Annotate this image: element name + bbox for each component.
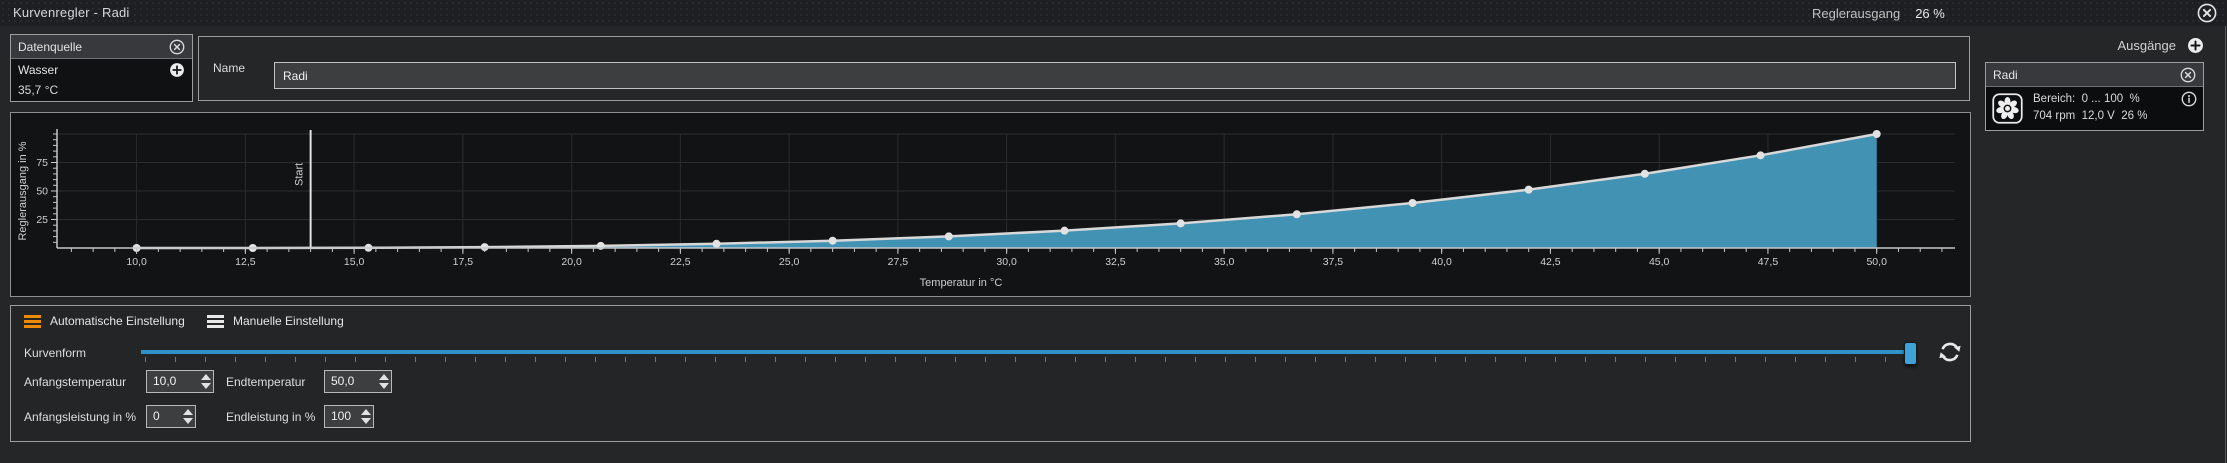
svg-text:42,5: 42,5 [1540,256,1561,268]
step-up-button[interactable] [182,409,193,415]
window-close-button[interactable] [2197,3,2217,23]
step-down-button[interactable] [200,383,211,389]
reset-curve-button[interactable] [1937,339,1963,365]
name-panel: Name [198,36,1970,101]
datasource-value: 35,7 °C [18,83,59,97]
datasource-remove-button[interactable] [169,39,185,55]
output-card: Radi [1985,62,2204,131]
start-power-label: Anfangsleistung in % [24,410,137,424]
svg-text:15,0: 15,0 [344,256,365,268]
end-temp-value: 50,0 [331,374,355,388]
name-input[interactable] [274,62,1956,89]
svg-text:50,0: 50,0 [1866,256,1887,268]
step-up-button[interactable] [200,374,211,380]
svg-text:Reglerausgang in %: Reglerausgang in % [17,141,29,240]
start-temp-value: 10,0 [153,374,177,388]
svg-text:10,0: 10,0 [126,256,147,268]
curve-chart-panel: Start 10,0 12,5 15,0 17,5 20,0 22,5 25,0 27,5 30,… [10,112,1971,297]
end-temp-stepper[interactable]: 50,0 [324,370,392,393]
svg-text:47,5: 47,5 [1758,256,1779,268]
name-label: Name [213,61,246,75]
svg-text:Temperatur in °C: Temperatur in °C [920,277,1003,289]
svg-text:17,5: 17,5 [453,256,474,268]
menu-bars-icon [24,314,41,328]
start-temp-label: Anfangstemperatur [24,375,127,389]
window-title: Kurvenregler - Radi [13,5,130,20]
svg-text:20,0: 20,0 [561,256,582,268]
datasource-panel: Datenquelle Wasser 35,7 °C [10,34,193,102]
close-icon [2180,67,2196,82]
window-right-edge [2225,26,2226,463]
output-range: Bereich: 0 ... 100 % [2033,93,2140,105]
svg-text:25: 25 [36,214,48,226]
svg-text:40,0: 40,0 [1431,256,1452,268]
tab-automatic-settings[interactable]: Automatische Einstellung [24,314,185,328]
outputs-header: Ausgänge [1985,35,2204,55]
output-info-button[interactable] [2181,91,2197,107]
start-power-value: 0 [153,409,160,423]
datasource-header[interactable]: Datenquelle [11,35,192,59]
tab-label: Manuelle Einstellung [233,314,344,328]
plus-icon [2188,37,2203,53]
plus-icon [170,63,184,77]
svg-text:35,0: 35,0 [1214,256,1235,268]
curve-shape-label: Kurvenform [24,346,87,360]
close-icon [2197,3,2217,23]
step-up-button[interactable] [378,374,389,380]
add-datasource-button[interactable] [169,62,185,78]
svg-text:22,5: 22,5 [670,256,691,268]
controller-output-label: Reglerausgang [1812,5,1901,21]
output-remove-button[interactable] [2180,67,2196,83]
step-down-button[interactable] [360,418,371,424]
svg-text:37,5: 37,5 [1323,256,1344,268]
svg-text:75: 75 [36,157,48,169]
curve-shape-slider[interactable] [141,342,1931,370]
titlebar: Kurvenregler - Radi Reglerausgang 26 % [0,0,2227,26]
tab-label: Automatische Einstellung [50,314,185,328]
add-output-button[interactable] [2187,37,2204,54]
end-temp-label: Endtemperatur [226,375,306,389]
info-icon [2181,91,2197,107]
slider-track[interactable] [141,350,1911,354]
refresh-icon [1939,342,1961,362]
svg-text:50: 50 [36,186,48,198]
end-power-value: 100 [331,409,352,423]
menu-bars-icon [207,314,224,328]
output-details: Bereich: 0 ... 100 % 704 rpm 12,0 V 26 % [2033,91,2147,125]
svg-text:12,5: 12,5 [235,256,256,268]
output-card-header[interactable]: Radi [1986,63,2203,87]
svg-text:25,0: 25,0 [779,256,800,268]
step-up-button[interactable] [360,409,371,415]
curve-settings-panel: Automatische Einstellung Manuelle Einste… [10,305,1971,442]
step-down-button[interactable] [182,418,193,424]
end-power-label: Endleistung in % [226,410,316,424]
svg-text:Start: Start [294,163,306,186]
start-temp-stepper[interactable]: 10,0 [146,370,214,393]
datasource-source-row: Wasser [11,59,192,81]
start-power-stepper[interactable]: 0 [146,405,196,428]
svg-text:27,5: 27,5 [888,256,909,268]
slider-thumb[interactable] [1904,342,1917,365]
output-card-body: Bereich: 0 ... 100 % 704 rpm 12,0 V 26 % [1986,87,2203,131]
svg-text:30,0: 30,0 [996,256,1017,268]
outputs-header-label: Ausgänge [2117,37,2176,53]
end-power-stepper[interactable]: 100 [324,405,374,428]
datasource-source-name: Wasser [18,63,59,77]
tab-manual-settings[interactable]: Manuelle Einstellung [207,314,344,328]
controller-output-value: 26 % [1915,5,1945,21]
curve-chart[interactable]: Start 10,0 12,5 15,0 17,5 20,0 22,5 25,0 27,5 30,… [11,113,1970,296]
fan-icon [1992,93,2023,129]
slider-ticks [145,357,1911,362]
datasource-header-label: Datenquelle [18,39,83,54]
step-down-button[interactable] [378,383,389,389]
controller-output: Reglerausgang 26 % [1812,0,1945,26]
svg-text:45,0: 45,0 [1649,256,1670,268]
close-icon [169,39,185,54]
output-card-title: Radi [1993,67,2018,82]
svg-text:32,5: 32,5 [1105,256,1126,268]
output-status: 704 rpm 12,0 V 26 % [2033,110,2148,122]
